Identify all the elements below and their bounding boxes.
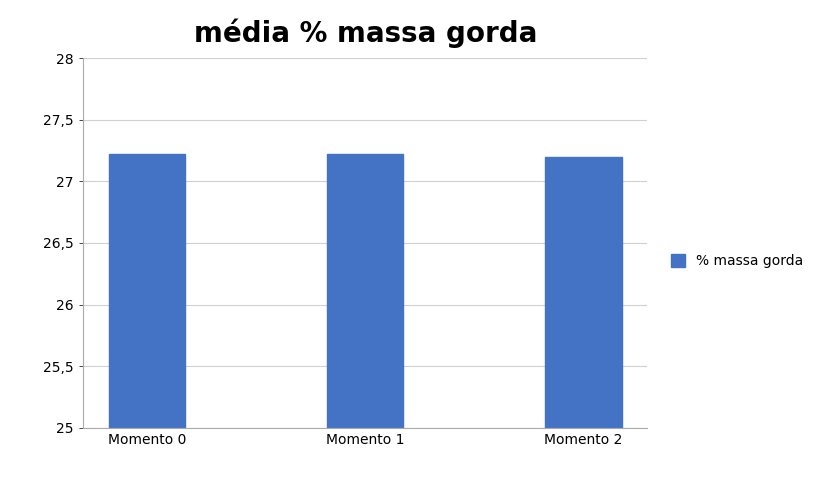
Legend: % massa gorda: % massa gorda bbox=[666, 249, 809, 274]
Title: média % massa gorda: média % massa gorda bbox=[193, 18, 537, 48]
Bar bbox=[545, 157, 622, 486]
Bar bbox=[109, 155, 185, 486]
Bar bbox=[327, 155, 403, 486]
